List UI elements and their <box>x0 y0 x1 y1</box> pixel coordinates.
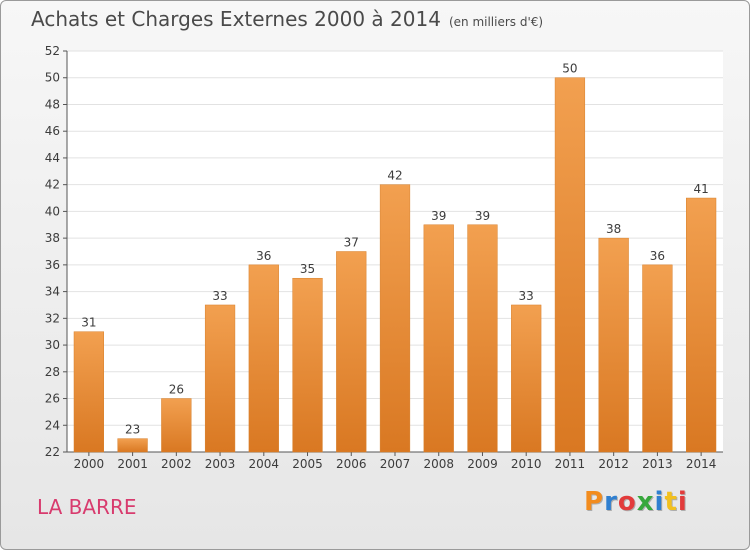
y-tick-label: 44 <box>45 151 60 165</box>
x-tick-label-2014: 2014 <box>686 457 717 471</box>
chart-subtitle: (en milliers d'€) <box>448 15 544 29</box>
x-tick-label-2006: 2006 <box>336 457 367 471</box>
proxiti-logo: Proxiti <box>584 487 688 517</box>
value-label-2010: 33 <box>519 289 534 303</box>
bar-2010 <box>511 304 542 453</box>
bar-2002 <box>161 398 192 453</box>
value-label-2001: 23 <box>125 423 140 437</box>
value-label-2003: 33 <box>212 289 227 303</box>
value-label-2004: 36 <box>256 249 271 263</box>
x-tick-label-2004: 2004 <box>249 457 280 471</box>
x-tick-label-2011: 2011 <box>555 457 586 471</box>
bar-2008 <box>423 224 454 453</box>
y-tick-label: 36 <box>45 258 60 272</box>
value-label-2012: 38 <box>606 222 621 236</box>
bar-2001 <box>117 438 148 453</box>
value-labels: 31 23 26 33 36 35 37 42 39 39 33 50 38 36 41 <box>81 62 709 437</box>
value-label-2000: 31 <box>81 316 96 330</box>
y-tick-label: 24 <box>45 418 60 432</box>
y-tick-label: 48 <box>45 97 60 111</box>
value-label-2006: 37 <box>344 236 359 250</box>
bar-2014 <box>686 197 717 453</box>
value-label-2008: 39 <box>431 209 446 223</box>
title-row: Achats et Charges Externes 2000 à 2014 (e… <box>31 7 543 31</box>
x-tick-label-2005: 2005 <box>292 457 323 471</box>
value-label-2014: 41 <box>693 182 708 196</box>
x-tick-label-2013: 2013 <box>642 457 673 471</box>
y-tick-label: 30 <box>45 338 60 352</box>
value-label-2011: 50 <box>562 62 577 76</box>
y-tick-label: 42 <box>45 178 60 192</box>
bar-2005 <box>292 277 323 453</box>
x-tick-label-2000: 2000 <box>74 457 105 471</box>
x-tick-label-2009: 2009 <box>467 457 498 471</box>
bars <box>73 77 717 453</box>
bar-2007 <box>379 184 411 453</box>
x-tick-label-2001: 2001 <box>117 457 148 471</box>
bar-2011 <box>554 77 586 453</box>
y-tick-label: 38 <box>45 231 60 245</box>
x-tick-label-2012: 2012 <box>598 457 629 471</box>
x-tick-label-2002: 2002 <box>161 457 192 471</box>
logo-letter: P <box>584 487 605 517</box>
y-tick-label: 52 <box>45 44 60 58</box>
value-label-2013: 36 <box>650 249 665 263</box>
y-tick-label: 46 <box>45 124 60 138</box>
logo-letter: i <box>677 487 688 517</box>
logo-letter: r <box>604 487 618 517</box>
x-tick-label-2008: 2008 <box>423 457 454 471</box>
bar-2004 <box>248 264 279 453</box>
value-label-2009: 39 <box>475 209 490 223</box>
logo-letter: t <box>664 487 678 517</box>
y-tick-label: 34 <box>45 285 60 299</box>
y-tick-label: 26 <box>45 392 60 406</box>
bar-2013 <box>642 264 673 453</box>
value-label-2007: 42 <box>387 169 402 183</box>
x-tick-label-2010: 2010 <box>511 457 542 471</box>
value-label-2005: 35 <box>300 262 315 276</box>
place-name: LA BARRE <box>37 495 137 519</box>
y-tick-label: 22 <box>45 445 60 459</box>
logo-letter: i <box>654 487 665 517</box>
chart-title: Achats et Charges Externes 2000 à 2014 <box>31 7 441 31</box>
y-tick-label: 28 <box>45 365 60 379</box>
bar-2000 <box>73 331 104 453</box>
bar-2012 <box>598 237 629 453</box>
bar-2009 <box>467 224 498 453</box>
bar-2003 <box>204 304 236 453</box>
x-tick-label-2003: 2003 <box>205 457 236 471</box>
y-tick-label: 40 <box>45 204 60 218</box>
y-tick-label: 32 <box>45 311 60 325</box>
x-tick-label-2007: 2007 <box>380 457 411 471</box>
bar-2006 <box>336 251 367 453</box>
logo-letter: o <box>617 487 637 517</box>
y-tick-label: 50 <box>45 71 60 85</box>
logo-letter: x <box>636 487 655 517</box>
value-label-2002: 26 <box>169 383 184 397</box>
